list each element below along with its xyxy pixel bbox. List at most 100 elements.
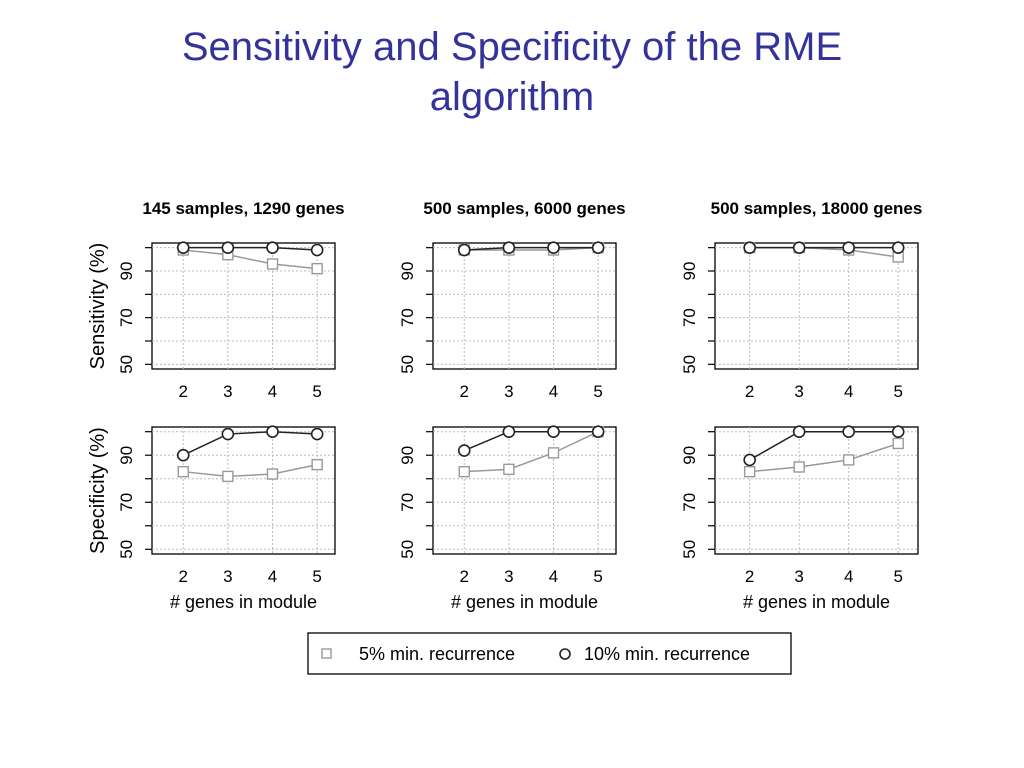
panel-r1-c1-series-5pct-point-4 [547,447,560,459]
panel-r1-c1-xtick-label-2: 2 [460,567,469,586]
panel-r1-c2-series-10pct-point-5 [891,425,905,439]
panel-r1-c2-series-5pct-point-2 [743,465,756,478]
panel-r0-c2-xtick-label-3: 3 [794,382,803,401]
panel-r0-c1-xtick-label-4: 4 [549,382,558,401]
panel-r0-c1-series-10pct-point-2 [457,243,471,257]
legend-square-marker [321,648,332,659]
panel-r0-c0-series-10pct-point-3 [221,241,235,254]
panel-r0-c0-series-10pct-point-2 [176,241,190,254]
panel-r0-c2-xtick-label-5: 5 [893,382,902,401]
panel-r1-c1-series-10pct-point-2 [457,444,471,457]
panel-r0-c2-ytick-label-70: 70 [680,308,699,327]
panel-r1-c2-ytick-label-90: 90 [680,446,699,465]
panel-r1-c2-series-5pct-point-4 [842,454,855,466]
legend-label-5pct: 5% min. recurrence [359,644,515,664]
panel-r0-c0-series-5pct-line [183,249,318,270]
panel-r1-c0-series-10pct-point-5 [310,427,324,441]
panel-r1-c0-series-5pct-point-2 [177,465,189,478]
panel-r1-c0-xtick-label-3: 3 [223,567,232,586]
panel-r1-c1-ytick-label-70: 70 [398,493,417,512]
panel-r0-c0-xtick-label-4: 4 [268,382,277,401]
panel-r1-c0-xtick-label-5: 5 [312,567,321,586]
panel-r1-c0-series-5pct-line [183,463,318,478]
panel-r1-c0-frame [151,426,336,555]
panel-r0-c2-frame [714,242,919,370]
panel-r1-c2-series-5pct-line [749,442,899,473]
panel-r1-c1-series-10pct-line [463,430,599,452]
panel-r0-c1-series-10pct-line [464,246,599,251]
panel-r0-c0-ytick-label-70: 70 [117,308,136,327]
panel-r1-c0-ytick-label-90: 90 [117,446,136,465]
panel-r1-c0-ytick-label-70: 70 [117,493,136,512]
panel-r0-c1-ytick-label-70: 70 [398,308,417,327]
panel-r0-c1-xtick-label-2: 2 [460,382,469,401]
panel-r0-c0-series-10pct-point-4 [266,241,279,254]
panel-r1-c0-series-5pct-point-3 [222,470,234,483]
panel-r1-c0-xlabel: # genes in module [170,592,317,612]
panel-title-c2: 500 samples, 18000 genes [711,199,923,218]
slide-title: Sensitivity and Specificity of the RME a… [0,22,1024,122]
panel-r1-c0-series-5pct-point-5 [311,458,323,471]
panel-r0-c1-ytick-label-90: 90 [398,262,417,281]
panel-r0-c2-ytick-label-90: 90 [680,262,699,281]
panel-r1-c2-series-10pct-point-2 [743,453,756,467]
panel-r1-c1-xtick-label-3: 3 [504,567,513,586]
panel-r1-c0-series-10pct-point-3 [221,427,235,441]
panel-r1-c1-series-5pct-point-2 [458,465,470,478]
panel-r1-c2-ytick-label-70: 70 [680,493,699,512]
panel-r1-c1-xtick-label-4: 4 [549,567,558,586]
legend-label-10pct: 10% min. recurrence [584,644,750,664]
panel-r1-c2-xtick-label-5: 5 [893,567,902,586]
panel-r0-c2-series-10pct-point-4 [842,241,855,254]
panel-r0-c2-ytick-label-50: 50 [680,355,699,374]
panel-r1-c0-ytick-label-50: 50 [117,540,136,559]
panel-r0-c1-series-10pct-point-4 [547,241,560,254]
panel-r1-c2-frame [714,426,919,555]
panel-r1-c2-xtick-label-2: 2 [745,567,754,586]
slide-title-line-1: Sensitivity and Specificity of the RME [181,25,843,69]
panel-r1-c2-series-5pct-point-5 [892,437,904,450]
panel-r1-c1-series-5pct-line [464,431,599,473]
panel-r1-c2-series-10pct-point-4 [842,425,855,439]
panel-r1-c2-series-10pct-point-3 [792,425,806,439]
panel-r1-c2-xtick-label-4: 4 [844,567,853,586]
panel-r1-c1-series-10pct-point-5 [591,425,605,439]
panel-r0-c0-frame [151,242,336,370]
panel-r1-c0-xtick-label-4: 4 [268,567,277,586]
panel-r1-c2-series-5pct-point-3 [793,461,805,473]
panel-r0-c2-xtick-label-2: 2 [745,382,754,401]
panel-r1-c1-ytick-label-50: 50 [398,540,417,559]
panel-r0-c1-xtick-label-5: 5 [593,382,602,401]
panel-r0-c2-series-10pct-point-5 [891,241,905,254]
panel-title-c0: 145 samples, 1290 genes [142,199,344,218]
row-ylabel-0: Sensitivity (%) [87,243,109,370]
legend-circle-marker [559,648,571,660]
panel-r1-c1-series-10pct-point-3 [502,425,516,439]
panel-r1-c1-frame [432,426,617,555]
panel-r1-c1-xlabel: # genes in module [451,592,598,612]
panel-r0-c0-series-10pct-point-5 [310,243,324,257]
panel-r0-c1-xtick-label-3: 3 [504,382,513,401]
panel-r1-c1-series-10pct-point-4 [547,425,560,439]
panel-r0-c0-series-5pct-point-4 [266,258,279,270]
panel-r1-c0-series-5pct-point-4 [266,468,279,480]
slide-title-line-2: algorithm [429,75,595,119]
panel-r1-c2-series-10pct-line [749,430,899,461]
panel-r1-c2-xlabel: # genes in module [743,592,890,612]
panel-title-c1: 500 samples, 6000 genes [423,199,625,218]
legend-box [307,632,792,675]
panel-r1-c0-series-10pct-point-4 [266,425,279,439]
panel-r1-c2-ytick-label-50: 50 [680,540,699,559]
panel-r1-c0-xtick-label-2: 2 [179,567,188,586]
row-ylabel-1: Specificity (%) [87,427,109,554]
panel-r0-c2-series-5pct-line [749,246,899,258]
panel-r1-c0-series-10pct-point-2 [176,448,190,462]
panel-r0-c0-ytick-label-50: 50 [117,355,136,374]
panel-r0-c0-xtick-label-2: 2 [179,382,188,401]
panel-r0-c1-series-5pct-line [464,246,599,251]
panel-r0-c0-ytick-label-90: 90 [117,262,136,281]
panel-r1-c1-ytick-label-90: 90 [398,446,417,465]
panel-r0-c0-series-5pct-point-5 [311,262,323,275]
panel-r0-c1-series-10pct-point-5 [591,241,605,254]
